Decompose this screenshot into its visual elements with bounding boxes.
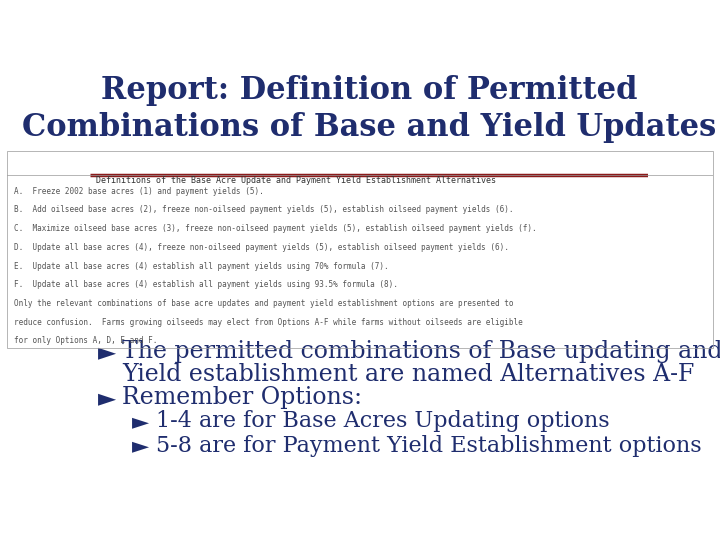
Text: ►: ► (99, 387, 117, 410)
Text: reduce confusion.  Farms growing oilseeds may elect from Options A-F while farms: reduce confusion. Farms growing oilseeds… (14, 318, 523, 327)
Text: Only the relevant combinations of base acre updates and payment yield establishm: Only the relevant combinations of base a… (14, 299, 514, 308)
Text: 5-8 are for Payment Yield Establishment options: 5-8 are for Payment Yield Establishment … (156, 435, 701, 457)
Text: ►: ► (99, 341, 117, 365)
Text: Yield establishment are named Alternatives A-F: Yield establishment are named Alternativ… (122, 363, 695, 386)
Text: 1-4 are for Base Acres Updating options: 1-4 are for Base Acres Updating options (156, 410, 609, 432)
Text: Definitions of the Base Acre Update and Payment Yield Establishment Alternatives: Definitions of the Base Acre Update and … (96, 176, 495, 185)
Text: Report: Definition of Permitted
Combinations of Base and Yield Updates: Report: Definition of Permitted Combinat… (22, 75, 716, 143)
Text: ►: ► (132, 436, 149, 458)
Text: F.  Update all base acres (4) establish all payment yields using 93.5% formula (: F. Update all base acres (4) establish a… (14, 280, 398, 289)
Text: E.  Update all base acres (4) establish all payment yields using 70% formula (7): E. Update all base acres (4) establish a… (14, 261, 389, 271)
Text: Remember Options:: Remember Options: (122, 386, 362, 409)
Text: The permitted combinations of Base updating and Payment: The permitted combinations of Base updat… (122, 341, 720, 363)
Text: D.  Update all base acres (4), freeze non-oilseed payment yields (5), establish : D. Update all base acres (4), freeze non… (14, 243, 509, 252)
Text: C.  Maximize oilseed base acres (3), freeze non-oilseed payment yields (5), esta: C. Maximize oilseed base acres (3), free… (14, 224, 537, 233)
Text: for only Options A, D, E and F.: for only Options A, D, E and F. (14, 336, 158, 346)
Text: ►: ► (132, 411, 149, 433)
Text: B.  Add oilseed base acres (2), freeze non-oilseed payment yields (5), establish: B. Add oilseed base acres (2), freeze no… (14, 205, 514, 214)
Text: A.  Freeze 2002 base acres (1) and payment yields (5).: A. Freeze 2002 base acres (1) and paymen… (14, 187, 264, 195)
